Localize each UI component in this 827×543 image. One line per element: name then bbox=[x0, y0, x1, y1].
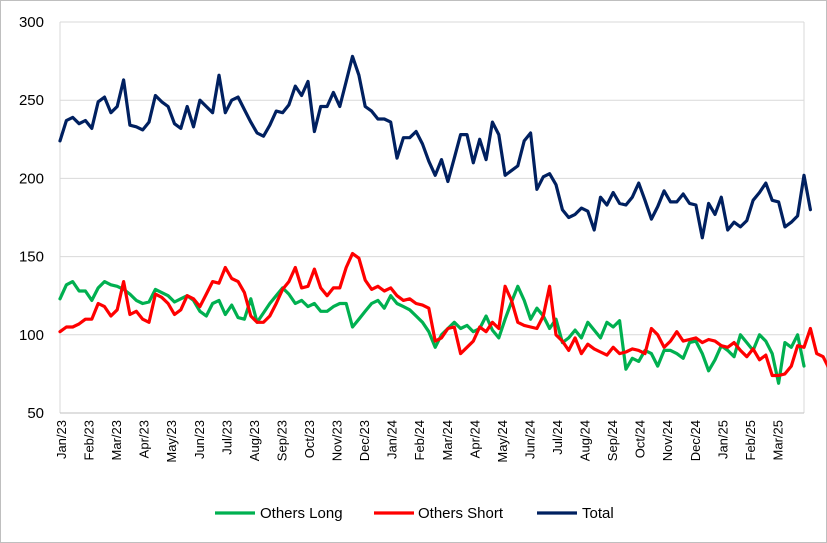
x-tick-label: Jul/23 bbox=[219, 420, 234, 455]
gridlines bbox=[60, 21, 804, 336]
x-tick-label: Dec/24 bbox=[688, 420, 703, 461]
x-tick-label: Nov/23 bbox=[330, 420, 345, 461]
x-tick-label: Dec/23 bbox=[357, 420, 372, 461]
series-lines bbox=[58, 54, 827, 385]
legend-label: Total bbox=[582, 505, 614, 522]
x-axis-ticks: Jan/23 Feb/23 Mar/23 Apr/23 May/23 Jun/23 Jul/… bbox=[54, 420, 785, 463]
y-tick-label: 50 bbox=[27, 405, 44, 422]
x-tick-label: Mar/25 bbox=[770, 420, 785, 460]
x-tick-label: Mar/23 bbox=[109, 420, 124, 460]
legend: Others Long Others Short Total bbox=[215, 505, 614, 522]
series-line-total bbox=[58, 54, 813, 240]
x-tick-label: Sep/23 bbox=[274, 420, 289, 461]
x-tick-label: Nov/24 bbox=[660, 420, 675, 461]
x-tick-label: Jun/24 bbox=[522, 420, 537, 459]
y-tick-label: 200 bbox=[19, 170, 44, 187]
legend-label: Others Short bbox=[418, 505, 504, 522]
y-tick-label: 150 bbox=[19, 249, 44, 266]
x-tick-label: Jun/23 bbox=[192, 420, 207, 459]
x-tick-label: Oct/24 bbox=[633, 420, 648, 458]
x-tick-label: Feb/23 bbox=[82, 420, 97, 460]
x-tick-label: Feb/25 bbox=[743, 420, 758, 460]
x-tick-label: Jan/23 bbox=[54, 420, 69, 459]
x-tick-label: Oct/23 bbox=[302, 420, 317, 458]
y-tick-label: 250 bbox=[19, 92, 44, 109]
x-tick-label: Aug/24 bbox=[578, 420, 593, 461]
y-tick-label: 300 bbox=[19, 14, 44, 31]
x-tick-label: Apr/23 bbox=[137, 420, 152, 458]
x-tick-label: Mar/24 bbox=[440, 420, 455, 460]
x-tick-label: Aug/23 bbox=[247, 420, 262, 461]
y-axis-ticks: 50 100 150 200 250 300 bbox=[19, 14, 44, 422]
y-tick-label: 100 bbox=[19, 327, 44, 344]
x-tick-label: Apr/24 bbox=[467, 420, 482, 458]
x-tick-label: Jan/24 bbox=[385, 420, 400, 459]
x-tick-label: Sep/24 bbox=[605, 420, 620, 461]
x-tick-label: Jul/24 bbox=[550, 420, 565, 455]
legend-label: Others Long bbox=[260, 505, 343, 522]
x-tick-label: Jan/25 bbox=[715, 420, 730, 459]
series-line-others-short bbox=[58, 251, 827, 378]
x-tick-label: May/24 bbox=[495, 420, 510, 463]
x-tick-label: Feb/24 bbox=[412, 420, 427, 460]
series-line-others-long bbox=[58, 280, 806, 385]
x-tick-label: May/23 bbox=[164, 420, 179, 463]
